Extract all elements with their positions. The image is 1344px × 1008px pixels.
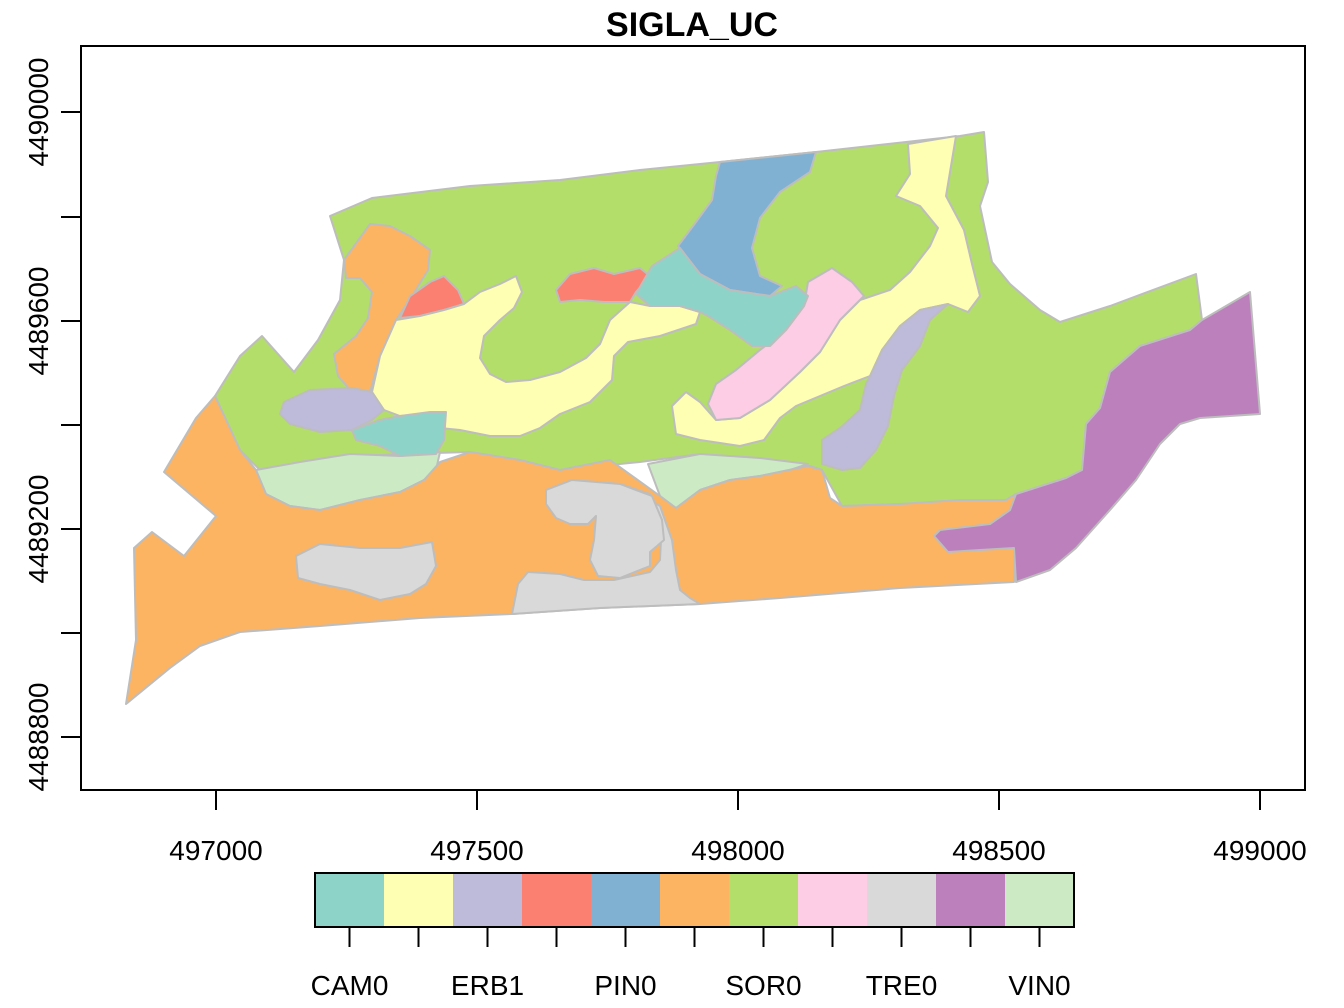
polygon-tre0-left [295,541,437,601]
x-tick-label: 498500 [952,835,1045,866]
map-polygons [125,131,1261,705]
legend-swatch [453,873,522,927]
legend-label: ERB1 [451,970,524,1001]
polygon-cam0-south [351,411,447,457]
legend-label: SOR0 [725,970,801,1001]
polygon-yellow-east [671,135,981,447]
polygon-purple [933,291,1261,583]
polygon-orange-main [125,395,1017,705]
polygon-pin0 [677,151,817,297]
y-tick-label: 4490000 [23,57,54,166]
polygon-erb1-east [821,303,949,471]
legend-frame [314,872,1075,928]
y-tick-label: 4489600 [23,266,54,375]
polygon-tre0-top [545,479,665,579]
polygon-cam0-north [635,247,809,347]
legend-swatch [660,873,729,927]
legend-swatch [1005,873,1074,927]
x-tick-label: 498000 [691,835,784,866]
x-tick-label: 497000 [169,835,262,866]
y-axis: 4488800 4489200 4489600 4490000 [23,57,82,792]
x-tick-label: 499000 [1213,835,1306,866]
polygon-yellow-center [371,275,701,437]
legend-label: PIN0 [594,970,656,1001]
map-title: SIGLA_UC [606,6,778,44]
legend-swatch [384,873,453,927]
legend-swatch [522,873,591,927]
legend-swatch [591,873,660,927]
legend-swatch [798,873,867,927]
legend: CAM0 ERB1 PIN0 SOR0 TRE0 VIN0 [311,872,1075,1001]
legend-label: TRE0 [866,970,938,1001]
legend-swatch [867,873,936,927]
legend-swatch [936,873,1005,927]
polygon-erb1-west [279,387,385,433]
legend-label: VIN0 [1008,970,1070,1001]
legend-swatch [315,873,384,927]
y-tick-label: 4489200 [23,474,54,583]
polygon-sor0-main [214,131,1203,507]
x-tick-label: 497500 [430,835,523,866]
y-tick-label: 4488800 [23,682,54,791]
x-axis: 497000 497500 498000 498500 499000 [169,789,1307,866]
legend-label: CAM0 [311,970,389,1001]
legend-swatch [729,873,798,927]
